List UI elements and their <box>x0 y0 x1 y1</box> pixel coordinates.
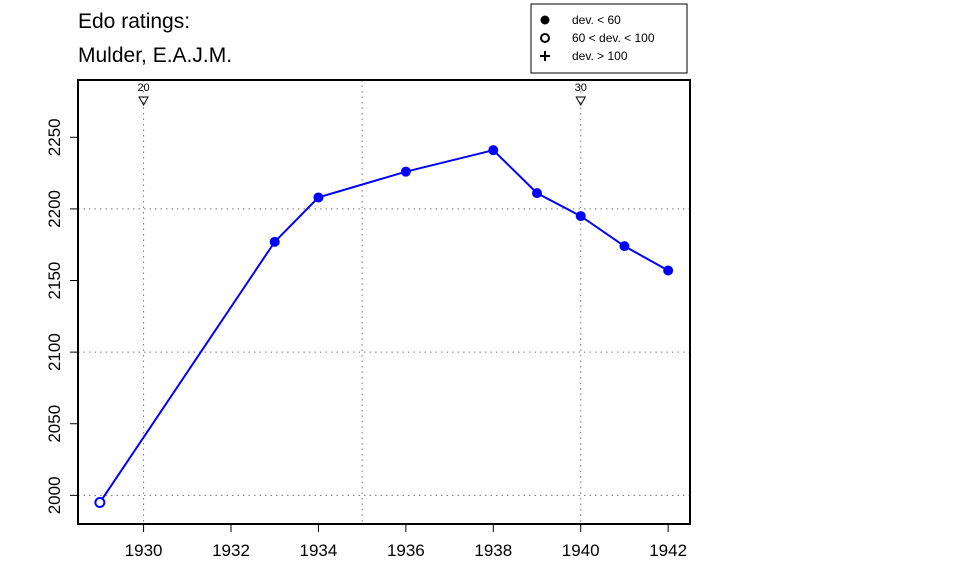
data-point <box>488 145 498 155</box>
legend-label: dev. > 100 <box>572 49 628 63</box>
top-marker-label: 30 <box>575 82 587 94</box>
data-point <box>270 237 280 247</box>
x-tick-label: 1934 <box>300 541 338 560</box>
y-tick-label: 2050 <box>45 405 64 443</box>
y-tick-label: 2100 <box>45 333 64 371</box>
data-point <box>313 192 323 202</box>
data-point <box>401 167 411 177</box>
x-tick-label: 1932 <box>212 541 250 560</box>
top-marker-triangle <box>139 97 148 105</box>
legend-symbol-filled <box>541 16 550 25</box>
top-marker-label: 20 <box>137 82 149 94</box>
y-tick-label: 2000 <box>45 476 64 514</box>
legend: dev. < 60 60 < dev. < 100 dev. > 100 <box>531 4 687 73</box>
plot-frame <box>78 80 690 524</box>
x-tick-label: 1940 <box>562 541 600 560</box>
data-point <box>576 211 586 221</box>
axes-layer: 1930 1932 1934 1936 1938 1940 1942 2000 2050 2100… <box>45 118 687 560</box>
y-tick-label: 2150 <box>45 262 64 300</box>
x-tick-label: 1942 <box>649 541 687 560</box>
data-point <box>532 188 542 198</box>
top-marker-layer: 20 30 <box>137 82 586 105</box>
data-point <box>619 241 629 251</box>
data-point-open <box>95 498 104 507</box>
x-tick-label: 1936 <box>387 541 425 560</box>
grid-layer <box>78 80 690 524</box>
data-point <box>663 265 673 275</box>
legend-label: 60 < dev. < 100 <box>572 31 655 45</box>
y-tick-label: 2200 <box>45 190 64 228</box>
series-line <box>100 150 668 502</box>
chart-title-line-2: Mulder, E.A.J.M. <box>78 44 232 67</box>
chart-title-line-1: Edo ratings: <box>78 10 190 33</box>
x-tick-label: 1930 <box>125 541 163 560</box>
y-tick-label: 2250 <box>45 118 64 156</box>
legend-symbol-open <box>541 34 549 42</box>
series-layer <box>95 145 673 507</box>
x-tick-label: 1938 <box>474 541 512 560</box>
top-marker-triangle <box>576 97 585 105</box>
legend-label: dev. < 60 <box>572 13 621 27</box>
